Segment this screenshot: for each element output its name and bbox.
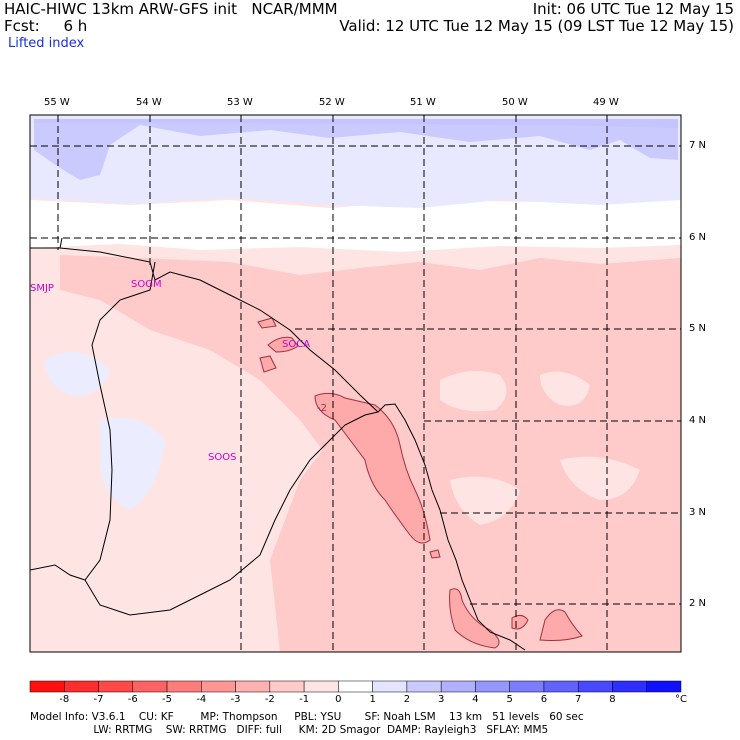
station-label: SMJP (30, 283, 54, 294)
model-title: HAIC-HIWC 13km ARW-GFS init NCAR/MMM (4, 0, 338, 18)
forecast-hour: Fcst: 6 h (4, 17, 88, 35)
model-info-line1: Model Info: V3.6.1 CU: KF MP: Thompson P… (30, 711, 584, 723)
colorbar-tick-label: 0 (335, 694, 342, 705)
colorbar-swatch (166, 680, 202, 693)
lon-label: 49 W (593, 97, 619, 108)
colorbar-swatch (98, 680, 134, 693)
colorbar-tick-label: 2 (403, 694, 411, 705)
lat-label: 5 N (689, 323, 707, 334)
colorbar-tick-label: -7 (93, 694, 104, 705)
colorbar-swatch (543, 680, 579, 693)
colorbar-swatch (509, 680, 545, 693)
colorbar-tick-label: -8 (59, 694, 70, 705)
lat-label: 2 N (689, 598, 707, 609)
lon-label: 50 W (502, 97, 528, 108)
colorbar-tick-label: -6 (127, 694, 138, 705)
colorbar-tick-label: -5 (162, 694, 173, 705)
lon-label: 55 W (44, 97, 70, 108)
lon-label: 52 W (319, 97, 345, 108)
lon-label: 53 W (227, 97, 253, 108)
colorbar (29, 680, 682, 693)
colorbar-tick-label: -1 (299, 694, 310, 705)
colorbar-swatch (475, 680, 510, 693)
colorbar-swatch (406, 680, 442, 693)
colorbar-tick-label: 7 (575, 694, 582, 705)
field-name: Lifted index (8, 36, 85, 51)
colorbar-swatch (338, 680, 373, 693)
station-label: SOGM (131, 279, 162, 290)
lat-label: 4 N (689, 415, 707, 426)
colorbar-swatch (235, 680, 271, 693)
colorbar-tick-label: 4 (472, 694, 479, 705)
colorbar-unit: °C (675, 694, 687, 705)
colorbar-tick-label: 6 (540, 694, 548, 705)
colorbar-tick-label: -2 (264, 694, 275, 705)
colorbar-swatch (269, 680, 305, 693)
colorbar-tick-label: 3 (437, 694, 445, 705)
colorbar-tick-label: 8 (609, 694, 616, 705)
colorbar-swatch (303, 680, 339, 693)
colorbar-tick-label: -4 (196, 694, 207, 705)
valid-time: Valid: 12 UTC Tue 12 May 15 (09 LST Tue … (339, 17, 734, 35)
lon-label: 51 W (410, 97, 436, 108)
model-info-line2: LW: RRTMG SW: RRTMG DIFF: full KM: 2D Sm… (30, 724, 549, 736)
lifted-index-field (30, 115, 681, 652)
lat-label: 3 N (689, 507, 707, 518)
lon-label: 54 W (136, 97, 162, 108)
colorbar-swatch (372, 680, 408, 693)
map-frame (29, 114, 682, 653)
station-label: SOOS (208, 452, 237, 463)
contour-label: -2 (317, 403, 327, 414)
init-time: Init: 06 UTC Tue 12 May 15 (532, 0, 734, 18)
colorbar-swatch (132, 680, 168, 693)
colorbar-swatch (29, 680, 65, 693)
colorbar-swatch (612, 680, 647, 693)
station-label: SOCA (282, 339, 311, 350)
colorbar-swatch (577, 680, 613, 693)
colorbar-swatch (64, 680, 99, 693)
colorbar-tick-label: 5 (506, 694, 513, 705)
colorbar-swatch (201, 680, 236, 693)
colorbar-tick-label: -3 (230, 694, 241, 705)
colorbar-swatch (440, 680, 476, 693)
lat-label: 6 N (689, 232, 707, 243)
lat-label: 7 N (689, 140, 707, 151)
colorbar-swatch (646, 680, 682, 693)
colorbar-tick-label: 1 (369, 694, 376, 705)
